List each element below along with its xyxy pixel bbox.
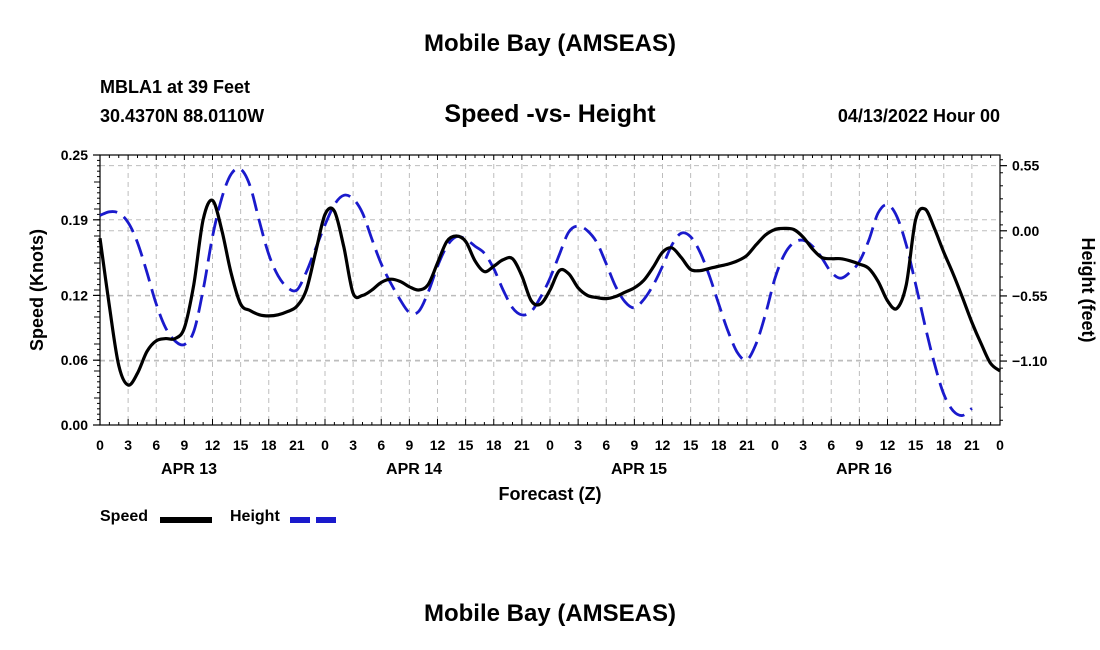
x-tick-label: 21 xyxy=(964,437,980,453)
x-tick-label: 3 xyxy=(799,437,807,453)
footer-title: Mobile Bay (AMSEAS) xyxy=(423,600,677,627)
x-tick-label: 9 xyxy=(855,437,863,453)
x-tick-label: 3 xyxy=(349,437,357,453)
x-tick-label: 21 xyxy=(289,437,305,453)
x-tick-label: 6 xyxy=(602,437,610,453)
y-right-tick-label: −1.10 xyxy=(1012,353,1048,369)
x-date-label: APR 14 xyxy=(386,461,442,478)
x-tick-label: 6 xyxy=(827,437,835,453)
x-tick-label: 15 xyxy=(233,437,249,453)
x-tick-label: 9 xyxy=(630,437,638,453)
series-line-height xyxy=(99,167,973,417)
x-tick-label: 12 xyxy=(880,437,896,453)
chart-title: Speed -vs- Height xyxy=(444,100,656,128)
series-line-speed xyxy=(98,198,1002,387)
x-tick-label: 18 xyxy=(261,437,277,453)
y-left-tick-label: 0.25 xyxy=(61,147,88,163)
x-tick-label: 15 xyxy=(908,437,924,453)
x-axis-label: Forecast (Z) xyxy=(498,484,601,504)
x-tick-label: 3 xyxy=(574,437,582,453)
station-coordinates: 30.4370N 88.0110W xyxy=(100,106,265,126)
station-name: MBLA1 at 39 Feet xyxy=(100,77,251,97)
x-tick-label: 0 xyxy=(321,437,329,453)
y-right-tick-label: 0.00 xyxy=(1012,223,1039,239)
speed-height-chart: 0 3 6 9 12 15 18 21 0 3 6 9 12 15 18 21 0 3 6 9 12 15 18 21 0 3 6 9… xyxy=(27,147,1098,504)
x-tick-label: 12 xyxy=(205,437,221,453)
x-tick-label: 6 xyxy=(152,437,160,453)
y-left-tick-label: 0.12 xyxy=(61,287,88,303)
y-left-axis-label: Speed (Knots) xyxy=(27,229,47,351)
x-tick-label: 9 xyxy=(405,437,413,453)
legend-height-label: Height xyxy=(230,508,280,525)
x-tick-label: 0 xyxy=(546,437,554,453)
x-date-label: APR 13 xyxy=(161,461,217,478)
x-tick-label: 12 xyxy=(655,437,671,453)
x-tick-label: 12 xyxy=(430,437,446,453)
x-tick-label: 15 xyxy=(458,437,474,453)
y-left-tick-label: 0.06 xyxy=(61,352,88,368)
y-left-tick-label: 0.00 xyxy=(61,417,88,433)
x-date-label: APR 15 xyxy=(611,461,667,478)
x-tick-label: 0 xyxy=(996,437,1004,453)
x-tick-label: 21 xyxy=(739,437,755,453)
legend-height-swatch xyxy=(290,517,342,523)
legend-speed-label: Speed xyxy=(100,508,149,525)
y-right-axis-label: Height (feet) xyxy=(1078,238,1098,343)
x-tick-label: 6 xyxy=(377,437,385,453)
x-tick-label: 18 xyxy=(936,437,952,453)
y-right-tick-label: −0.55 xyxy=(1012,288,1048,304)
x-tick-label: 9 xyxy=(180,437,188,453)
x-tick-label: 0 xyxy=(771,437,779,453)
y-left-tick-label: 0.19 xyxy=(61,212,88,228)
x-tick-label: 0 xyxy=(96,437,104,453)
y-right-tick-label: 0.55 xyxy=(1012,158,1039,174)
x-tick-label: 21 xyxy=(514,437,530,453)
x-tick-label: 18 xyxy=(486,437,502,453)
x-tick-label: 15 xyxy=(683,437,699,453)
x-date-label: APR 16 xyxy=(836,461,892,478)
legend-speed-swatch xyxy=(160,517,212,523)
forecast-time: 04/13/2022 Hour 00 xyxy=(837,106,1000,126)
x-tick-label: 18 xyxy=(711,437,727,453)
main-title: Mobile Bay (AMSEAS) xyxy=(423,30,677,57)
x-tick-label: 3 xyxy=(124,437,132,453)
